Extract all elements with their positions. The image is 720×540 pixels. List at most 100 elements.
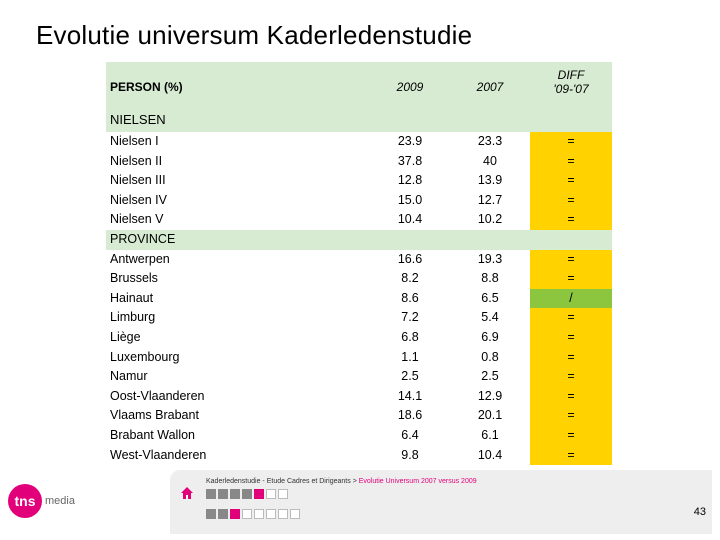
value-2007: 12.9 xyxy=(477,388,503,403)
value-2007: 20.1 xyxy=(477,408,503,423)
row-name: Antwerpen xyxy=(110,251,170,266)
universe-table: PERSON (%) 2009 2007 DIFF '09-'07 NIELSE… xyxy=(106,62,612,466)
value-2007: 23.3 xyxy=(477,134,503,148)
nav-square[interactable] xyxy=(266,509,276,519)
nav-squares-bottom xyxy=(206,509,300,519)
nav-square[interactable] xyxy=(242,509,252,519)
nav-square-active[interactable] xyxy=(230,509,240,519)
row-name: Nielsen IV xyxy=(110,192,167,207)
diff-value: = xyxy=(530,425,612,446)
value-2009: 10.4 xyxy=(397,212,423,227)
table-row: Liège 6.8 6.9 = xyxy=(106,327,612,348)
diff-value: = xyxy=(530,347,612,368)
diff-value: = xyxy=(530,151,612,172)
nav-square[interactable] xyxy=(206,489,216,499)
diff-value: = xyxy=(530,308,612,328)
diff-value: = xyxy=(530,367,612,387)
diff-value: = xyxy=(530,190,612,211)
table-row: Nielsen I 23.9 23.3 = xyxy=(106,132,612,152)
value-2007: 40 xyxy=(483,153,497,168)
nav-square[interactable] xyxy=(230,489,240,499)
value-2009: 14.1 xyxy=(397,388,423,403)
value-2009: 23.9 xyxy=(397,134,423,148)
breadcrumb-link[interactable]: Evolutie Universum 2007 versus 2009 xyxy=(358,478,477,485)
diff-value: = xyxy=(530,249,612,270)
page-title: Evolutie universum Kaderledenstudie xyxy=(36,20,473,50)
row-name: West-Vlaanderen xyxy=(110,447,207,462)
nav-square[interactable] xyxy=(242,489,252,499)
value-2007: 6.9 xyxy=(481,329,499,344)
diff-value: / xyxy=(530,288,612,309)
tns-media-logo: tns media xyxy=(8,484,75,518)
table-row: Brussels 8.2 8.8 = xyxy=(106,269,612,289)
value-2007: 19.3 xyxy=(477,251,503,266)
section-label: NIELSEN xyxy=(106,108,612,132)
value-2007: 2.5 xyxy=(481,369,499,384)
nav-square[interactable] xyxy=(278,509,288,519)
row-name: Hainaut xyxy=(110,290,154,305)
row-name: Nielsen II xyxy=(110,153,163,168)
header-diff: DIFF '09-'07 xyxy=(553,68,589,96)
table-header: PERSON (%) 2009 2007 DIFF '09-'07 xyxy=(106,62,612,108)
footer-bar xyxy=(170,470,712,534)
value-2007: 6.1 xyxy=(481,427,499,442)
nav-square[interactable] xyxy=(266,489,276,499)
value-2007: 0.8 xyxy=(481,349,499,364)
nav-square-active[interactable] xyxy=(254,489,264,499)
nav-square[interactable] xyxy=(254,509,264,519)
value-2009: 37.8 xyxy=(397,153,423,168)
value-2007: 8.8 xyxy=(481,271,499,286)
home-icon[interactable] xyxy=(180,486,194,500)
row-name: Namur xyxy=(110,369,148,384)
header-2009: 2009 xyxy=(396,80,424,94)
value-2009: 6.4 xyxy=(401,427,419,442)
value-2009: 7.2 xyxy=(401,310,419,325)
value-2009: 8.6 xyxy=(401,290,419,305)
value-2009: 2.5 xyxy=(401,369,419,384)
table-row: Limburg 7.2 5.4 = xyxy=(106,308,612,328)
page-number: 43 xyxy=(693,506,706,518)
nav-square[interactable] xyxy=(218,489,228,499)
table-row: Nielsen IV 15.0 12.7 = xyxy=(106,190,612,211)
table-row: Vlaams Brabant 18.6 20.1 = xyxy=(106,406,612,426)
row-name: Nielsen V xyxy=(110,212,164,227)
header-person: PERSON (%) xyxy=(110,80,183,94)
diff-value: = xyxy=(530,445,612,466)
value-2009: 15.0 xyxy=(397,192,423,207)
row-name: Liège xyxy=(110,329,141,344)
table-row: West-Vlaanderen 9.8 10.4 = xyxy=(106,445,612,466)
nav-square[interactable] xyxy=(290,509,300,519)
row-name: Luxembourg xyxy=(110,349,180,364)
diff-value: = xyxy=(530,171,612,191)
row-name: Brussels xyxy=(110,271,158,286)
diff-value: = xyxy=(530,386,612,407)
value-2007: 10.2 xyxy=(477,212,503,227)
row-name: Nielsen III xyxy=(110,173,166,188)
nav-squares-top xyxy=(206,489,288,499)
header-2007: 2007 xyxy=(476,80,504,94)
value-2007: 10.4 xyxy=(477,447,503,462)
value-2007: 12.7 xyxy=(477,192,503,207)
row-name: Oost-Vlaanderen xyxy=(110,388,205,403)
value-2007: 6.5 xyxy=(481,290,499,305)
value-2009: 6.8 xyxy=(401,329,419,344)
table-row: Hainaut 8.6 6.5 / xyxy=(106,288,612,309)
nav-square[interactable] xyxy=(206,509,216,519)
diff-value: = xyxy=(530,132,612,152)
table-row: Brabant Wallon 6.4 6.1 = xyxy=(106,425,612,446)
value-2009: 8.2 xyxy=(401,271,419,286)
table-row: Oost-Vlaanderen 14.1 12.9 = xyxy=(106,386,612,407)
diff-value: = xyxy=(530,269,612,289)
table-row: Nielsen II 37.8 40 = xyxy=(106,151,612,172)
table-row: Namur 2.5 2.5 = xyxy=(106,367,612,387)
diff-value: = xyxy=(530,210,612,230)
table-row: Nielsen III 12.8 13.9 = xyxy=(106,171,612,191)
row-name: Nielsen I xyxy=(110,134,159,148)
row-name: Brabant Wallon xyxy=(110,427,195,442)
value-2009: 18.6 xyxy=(397,408,423,423)
table-row: Antwerpen 16.6 19.3 = xyxy=(106,249,612,270)
value-2007: 5.4 xyxy=(481,310,499,325)
nav-square[interactable] xyxy=(278,489,288,499)
nav-square[interactable] xyxy=(218,509,228,519)
section-label: PROVINCE xyxy=(106,229,612,250)
